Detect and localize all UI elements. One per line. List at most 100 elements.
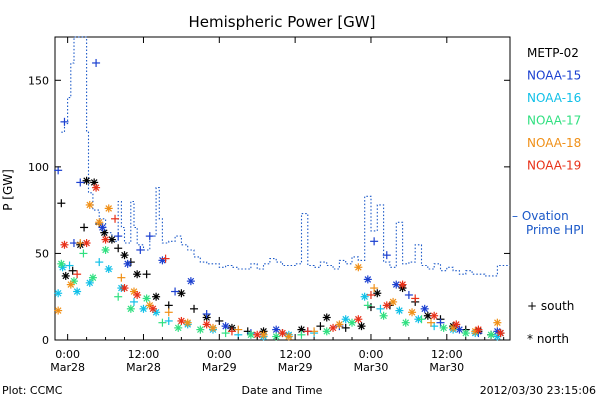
point-noaa-19-south: [73, 270, 82, 279]
point-noaa-19-north: [398, 280, 407, 289]
point-noaa-16-north: [341, 315, 350, 324]
point-noaa-17-south: [297, 330, 306, 339]
point-noaa-16-north: [395, 306, 404, 315]
point-noaa-17-south: [363, 301, 372, 310]
point-noaa-19-north: [101, 235, 110, 244]
point-noaa-19-south: [366, 290, 375, 299]
legend-north: * north: [527, 332, 569, 346]
point-noaa-19-south: [111, 214, 120, 223]
point-metp-02-south: [215, 316, 224, 325]
point-metp-02-north: [177, 289, 186, 298]
x-tick-date: Mar29: [278, 361, 313, 374]
point-noaa-17-north: [348, 318, 357, 327]
point-noaa-15-north: [363, 275, 372, 284]
point-noaa-15-north: [186, 277, 195, 286]
plot-source-label: Plot: CCMC: [2, 384, 63, 397]
point-noaa-16-north: [139, 304, 148, 313]
point-noaa-17-north: [439, 323, 448, 332]
point-noaa-15-south: [54, 166, 63, 175]
y-tick-label: 100: [28, 161, 49, 174]
x-tick-time: 0:00: [207, 348, 232, 361]
point-noaa-19-north: [82, 239, 91, 248]
point-noaa-17-north: [401, 318, 410, 327]
x-tick-time: 12:00: [279, 348, 311, 361]
legend-noaa-16: NOAA-16: [527, 91, 581, 105]
point-noaa-18-north: [85, 200, 94, 209]
point-noaa-15-south: [92, 58, 101, 67]
point-noaa-19-south: [227, 327, 236, 336]
point-noaa-15-south: [114, 232, 123, 241]
point-metp-02-south: [68, 266, 77, 275]
legend-noaa-18: NOAA-18: [527, 136, 581, 150]
point-metp-02-south: [190, 304, 199, 313]
axes-frame: [54, 36, 511, 341]
point-noaa-18-north: [354, 263, 363, 272]
x-tick-time: 0:00: [359, 348, 384, 361]
point-noaa-19-north: [329, 323, 338, 332]
point-noaa-18-north: [284, 332, 293, 341]
x-ticks: 0:00Mar2812:00Mar280:00Mar2912:00Mar290:…: [50, 37, 505, 374]
y-tick-label: 150: [28, 74, 49, 87]
point-noaa-16-north: [73, 287, 82, 296]
plot-frame: [54, 36, 511, 341]
point-noaa-18-north: [66, 280, 75, 289]
point-noaa-18-south: [427, 318, 436, 327]
point-noaa-15-south: [202, 310, 211, 319]
x-tick-date: Mar30: [429, 361, 464, 374]
legend-ovation-line1: – Ovation: [512, 209, 569, 223]
point-noaa-15-south: [171, 287, 180, 296]
point-noaa-19-north: [177, 316, 186, 325]
y-ticks: 0 50 100 150: [28, 74, 510, 347]
point-metp-02-north: [61, 271, 70, 280]
point-noaa-17-north: [196, 325, 205, 334]
point-noaa-15-north: [420, 304, 429, 313]
point-noaa-15-south: [145, 232, 154, 241]
point-metp-02-south: [316, 322, 325, 331]
point-noaa-18-north: [208, 323, 217, 332]
point-noaa-19-north: [430, 311, 439, 320]
x-tick-time: 12:00: [431, 348, 463, 361]
point-noaa-17-south: [114, 292, 123, 301]
point-noaa-17-south: [221, 329, 230, 338]
point-noaa-19-north: [382, 301, 391, 310]
point-noaa-15-south: [370, 237, 379, 246]
point-noaa-15-north: [123, 259, 132, 268]
point-metp-02-north: [133, 270, 142, 279]
point-metp-02-south: [57, 199, 66, 208]
point-noaa-16-south: [65, 261, 74, 270]
point-noaa-18-north: [54, 306, 63, 315]
point-metp-02-north: [423, 311, 432, 320]
x-axis-label: Date and Time: [242, 384, 323, 397]
point-noaa-19-north: [133, 290, 142, 299]
point-noaa-16-north: [360, 292, 369, 301]
legend-noaa-17: NOAA-17: [527, 114, 581, 128]
y-tick-label: 50: [35, 247, 49, 260]
point-noaa-17-north: [126, 304, 135, 313]
point-metp-02-south: [164, 301, 173, 310]
point-noaa-17-north: [379, 311, 388, 320]
point-noaa-18-north: [335, 320, 344, 329]
point-noaa-17-north: [174, 323, 183, 332]
point-noaa-18-south: [117, 273, 126, 282]
ovation-prime-series: [61, 36, 510, 277]
point-metp-02-south: [80, 223, 89, 232]
point-noaa-15-north: [392, 280, 401, 289]
point-noaa-19-north: [120, 284, 129, 293]
legend-south: + south: [527, 299, 574, 313]
x-tick-date: Mar28: [126, 361, 161, 374]
point-noaa-16-north: [104, 265, 113, 274]
point-noaa-18-north: [493, 318, 502, 327]
legend-noaa-15: NOAA-15: [527, 69, 581, 83]
point-noaa-15-south: [60, 117, 69, 126]
ovation-prime-line: [61, 36, 510, 277]
legend-metp-02: METP-02: [527, 46, 579, 60]
point-noaa-18-north: [183, 318, 192, 327]
legend: METP-02 NOAA-15 NOAA-16 NOAA-17 NOAA-18 NOAA-…: [512, 46, 584, 346]
point-noaa-17-north: [322, 327, 331, 336]
satellite-points: [54, 58, 505, 341]
point-noaa-17-south: [158, 318, 167, 327]
point-noaa-19-north: [202, 320, 211, 329]
point-noaa-17-north: [246, 330, 255, 339]
point-noaa-19-south: [161, 254, 170, 263]
point-noaa-17-north: [88, 273, 97, 282]
